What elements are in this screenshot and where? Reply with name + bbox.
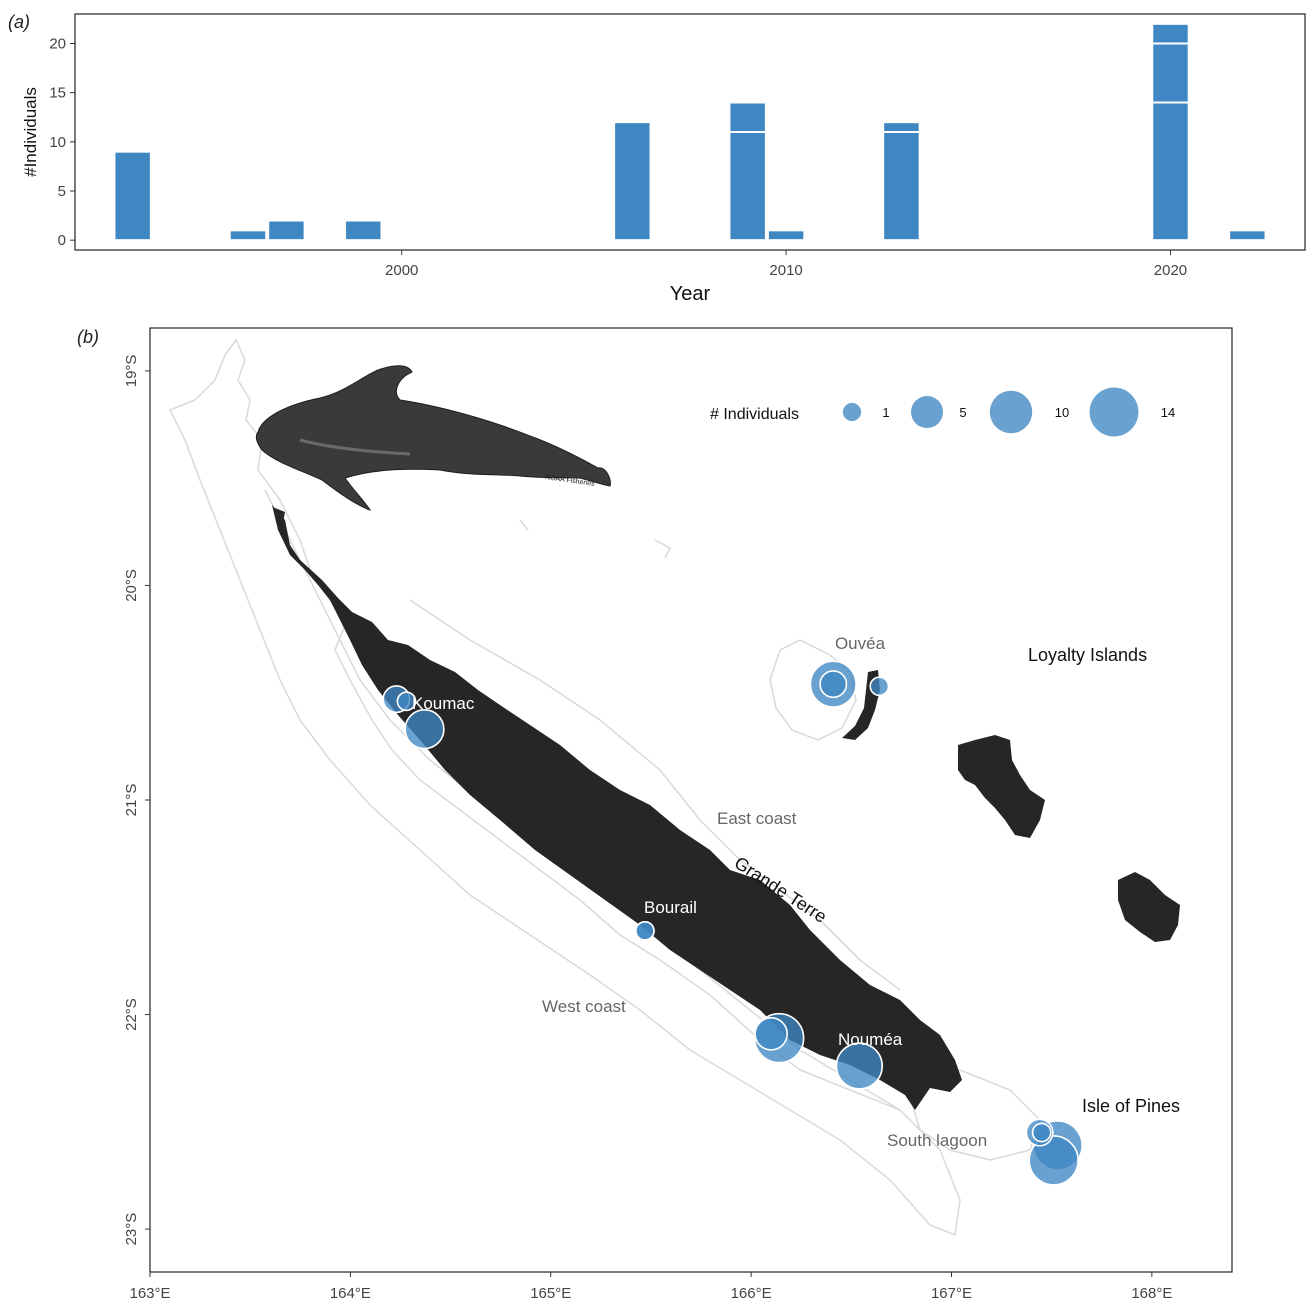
y-axis-title: #Individuals — [21, 87, 40, 177]
legend-bubble-14 — [1089, 387, 1139, 437]
legend-title: # Individuals — [710, 406, 799, 423]
bubble-10 — [835, 1042, 884, 1090]
bar-2006-seg0 — [613, 121, 652, 242]
lat-tick-label: 20°S — [123, 569, 140, 602]
lon-tick-label: 166°E — [731, 1285, 772, 1302]
legend-label-5: 5 — [959, 405, 966, 420]
y-tick-label: 5 — [58, 183, 66, 200]
panel-a-frame — [74, 13, 1306, 251]
reef-ouvea — [769, 639, 857, 741]
legend: # Individuals 1 5 10 14 — [710, 387, 1175, 437]
legend-label-1: 1 — [882, 405, 889, 420]
lon-tick-label: 167°E — [931, 1285, 972, 1302]
bar-1999-seg0 — [344, 219, 383, 242]
legend-label-14: 14 — [1161, 405, 1175, 420]
bubble-1 — [396, 691, 417, 712]
label-south-lagoon: South lagoon — [887, 1131, 987, 1150]
legend-bubble-10 — [989, 390, 1033, 434]
legend-bubble-5 — [910, 395, 944, 429]
bar-2013-seg0 — [882, 131, 921, 242]
bar-2022-seg0 — [1228, 229, 1267, 242]
label-east-coast: East coast — [717, 809, 797, 828]
lon-tick-label: 165°E — [530, 1285, 571, 1302]
legend-bubble-1 — [842, 402, 862, 422]
panel-b-letter: (b) — [77, 327, 99, 347]
bubble-series — [382, 660, 1083, 1186]
label-west-coast: West coast — [542, 997, 626, 1016]
lat-tick-label: 19°S — [123, 355, 140, 388]
lifou-land — [958, 735, 1045, 838]
bar-2010-seg0 — [766, 229, 806, 242]
lon-tick-label: 164°E — [330, 1285, 371, 1302]
bar-2020-seg1 — [1151, 42, 1190, 104]
label-noumea: Nouméa — [838, 1030, 903, 1049]
lat-tick-label: 21°S — [123, 784, 140, 817]
legend-items: 1 5 10 14 — [842, 387, 1175, 437]
bar-2009-seg1 — [728, 101, 767, 133]
bubble-5 — [869, 676, 890, 697]
bubble-9 — [754, 1017, 788, 1051]
reef-small-1 — [654, 539, 671, 559]
lat-tick-label: 22°S — [123, 998, 140, 1031]
reef-small-2 — [519, 519, 529, 531]
belep-land — [275, 508, 285, 528]
bubble-12 — [1028, 1135, 1079, 1186]
bubble-14 — [1031, 1122, 1052, 1143]
label-bourail: Bourail — [644, 898, 697, 917]
lon-tick-label: 168°E — [1131, 1285, 1172, 1302]
y-tick-label: 0 — [58, 232, 66, 249]
lat-tick-label: 23°S — [123, 1213, 140, 1246]
pilot-whale-illustration: NOAA Fisheries — [255, 365, 611, 511]
reef-east — [409, 599, 901, 991]
panel-a-letter: (a) — [8, 12, 30, 32]
bubble-7 — [635, 920, 655, 941]
bar-2009-seg0 — [728, 131, 767, 242]
y-tick-label: 10 — [49, 134, 66, 151]
bar-2020-seg0 — [1151, 101, 1190, 242]
x-tick-label: 2000 — [385, 262, 418, 279]
bar-2013-seg1 — [882, 121, 921, 133]
panel-a-axes: 2000 2010 2020 0 5 10 15 20 — [49, 36, 1187, 280]
y-tick-label: 20 — [49, 36, 66, 53]
map-axes: 163°E 164°E 165°E 166°E 167°E 168°E 19°S 20°S 21… — [123, 355, 1172, 1302]
bubble-4 — [819, 670, 848, 699]
label-isle-of-pines: Isle of Pines — [1082, 1096, 1180, 1116]
label-ouvea: Ouvéa — [835, 634, 886, 653]
mare-land — [1118, 872, 1180, 942]
bar-series — [113, 22, 1267, 242]
x-axis-title: Year — [670, 283, 711, 305]
lon-tick-label: 163°E — [129, 1285, 170, 1302]
legend-label-10: 10 — [1055, 405, 1069, 420]
y-tick-label: 15 — [49, 85, 66, 102]
bubble-2 — [404, 709, 445, 750]
x-tick-label: 2020 — [1154, 262, 1187, 279]
label-loyalty-islands: Loyalty Islands — [1028, 645, 1147, 665]
grande-terre-land — [272, 505, 962, 1110]
bar-1997-seg0 — [267, 219, 306, 242]
x-tick-label: 2010 — [769, 262, 802, 279]
bar-1993-seg0 — [113, 150, 152, 242]
bar-2020-seg2 — [1151, 22, 1190, 45]
bar-1996-seg0 — [228, 229, 268, 242]
reef-south — [904, 1069, 1041, 1161]
label-koumac: Koumac — [412, 694, 475, 713]
